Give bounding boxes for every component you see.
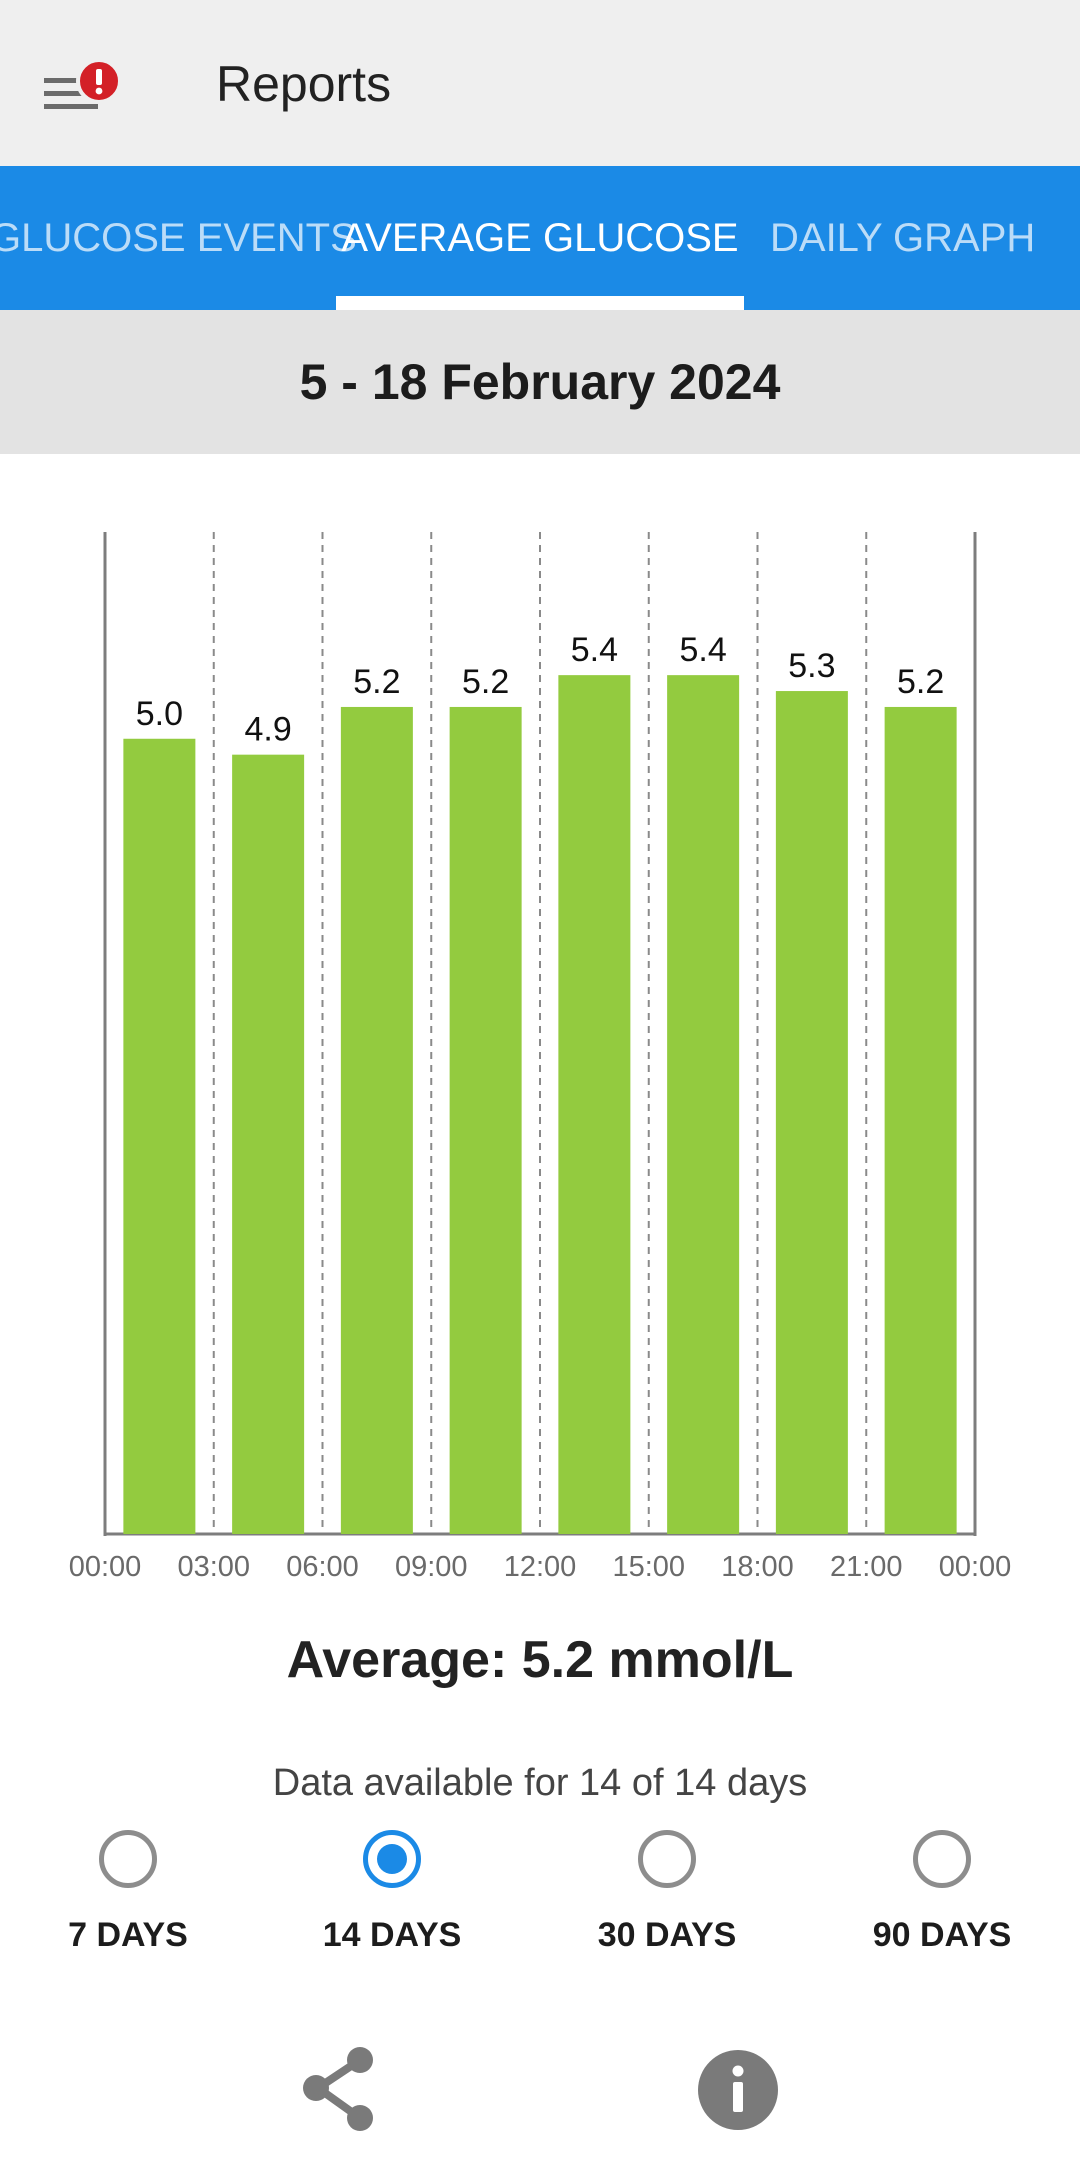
bar: [775, 691, 848, 1534]
bar-value-label: 5.2: [462, 663, 509, 701]
bar-value-label: 5.4: [571, 631, 618, 669]
app-bar: Reports: [0, 0, 1080, 166]
share-button[interactable]: [298, 2044, 382, 2134]
bar-value-label: 4.9: [244, 711, 291, 749]
bar-value-label: 5.4: [679, 631, 726, 669]
x-tick-label: 15:00: [612, 1551, 685, 1583]
radio-button-7-days[interactable]: [99, 1830, 157, 1888]
bar: [340, 706, 413, 1534]
period-label-90-days: 90 DAYS: [872, 1916, 1012, 1954]
bar-value-label: 5.0: [136, 695, 183, 733]
page-title: Reports: [216, 56, 392, 112]
menu-button[interactable]: [30, 50, 140, 130]
bar: [123, 738, 196, 1534]
x-tick-label: 12:00: [504, 1551, 577, 1583]
average-glucose-chart: 5.0 4.9 5.2 5.2 5.4 5.4 5.3 5.2 00:00 03:00 06:00 0…: [0, 454, 1080, 1614]
info-button[interactable]: [696, 2048, 780, 2132]
x-tick-label: 00:00: [69, 1551, 142, 1583]
bar-value-label: 5.3: [788, 647, 835, 685]
period-label-30-days: 30 DAYS: [597, 1916, 737, 1954]
tab-average-glucose[interactable]: AVERAGE GLUCOSE: [341, 216, 739, 260]
radio-button-90-days[interactable]: [913, 1830, 971, 1888]
active-tab-indicator: [336, 296, 744, 310]
period-label-7-days: 7 DAYS: [68, 1916, 188, 1954]
average-value: Average: 5.2 mmol/L: [286, 1631, 794, 1689]
info-icon: [698, 2050, 778, 2130]
data-availability: Data available for 14 of 14 days: [272, 1762, 808, 1804]
bar: [232, 754, 305, 1534]
bar: [449, 706, 522, 1534]
tab-glucose-events[interactable]: GLUCOSE EVENTS: [0, 216, 357, 260]
report-tabs: GLUCOSE EVENTS AVERAGE GLUCOSE DAILY GRA…: [0, 166, 1080, 310]
radio-button-14-days[interactable]: [363, 1830, 421, 1888]
bar-value-label: 5.2: [897, 663, 944, 701]
x-tick-label: 18:00: [721, 1551, 794, 1583]
x-tick-label: 03:00: [177, 1551, 250, 1583]
alert-icon: [95, 69, 103, 95]
x-tick-label: 00:00: [939, 1551, 1012, 1583]
bar: [884, 706, 957, 1534]
x-tick-label: 09:00: [395, 1551, 468, 1583]
period-option-14-days[interactable]: 14 DAYS: [272, 1830, 512, 1970]
bar: [558, 675, 631, 1534]
period-option-30-days[interactable]: 30 DAYS: [547, 1830, 787, 1970]
period-option-7-days[interactable]: 7 DAYS: [8, 1830, 248, 1970]
radio-button-30-days[interactable]: [638, 1830, 696, 1888]
x-tick-label: 06:00: [286, 1551, 359, 1583]
share-icon: [303, 2047, 373, 2131]
date-range: 5 - 18 February 2024: [0, 310, 1080, 454]
x-tick-label: 21:00: [830, 1551, 903, 1583]
radio-selected-dot: [377, 1844, 407, 1874]
alert-badge: [76, 58, 122, 104]
period-label-14-days: 14 DAYS: [322, 1916, 462, 1954]
bar: [667, 675, 740, 1534]
tab-daily-graph[interactable]: DAILY GRAPH: [770, 216, 1036, 260]
period-option-90-days[interactable]: 90 DAYS: [822, 1830, 1062, 1970]
hamburger-icon: [44, 78, 98, 109]
chart-canvas: 5.0 4.9 5.2 5.2 5.4 5.4 5.3 5.2 00:00 03:00 06:00 0…: [69, 532, 1012, 1583]
bar-value-label: 5.2: [353, 663, 400, 701]
